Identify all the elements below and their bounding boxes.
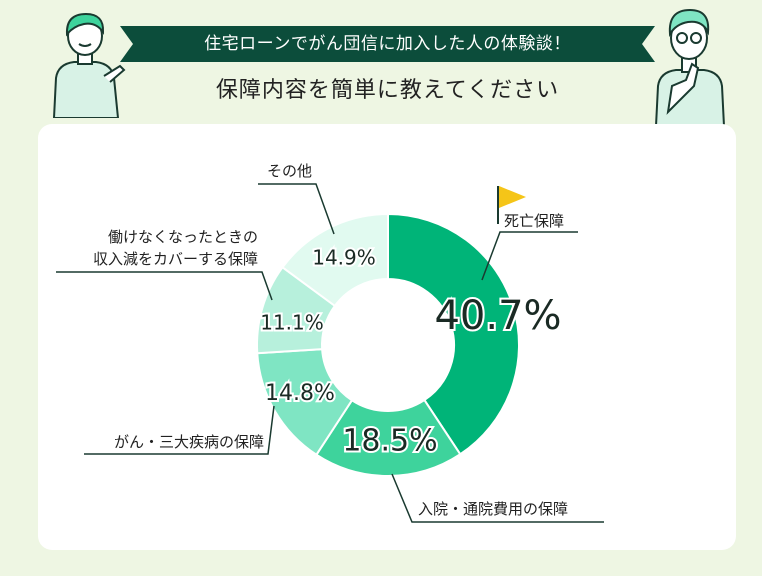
- leader-line: [481, 231, 578, 281]
- banner-title: 住宅ローンでがん団信に加入した人の体験談！: [204, 34, 571, 54]
- slice-category-label: その他: [267, 162, 312, 180]
- slice-value-label: 14.9%: [312, 246, 376, 270]
- person-right-illustration: [654, 8, 726, 126]
- slice-value-label: 14.8%: [265, 381, 335, 406]
- leader-line: [258, 183, 335, 235]
- pie-slice: [387, 212, 520, 456]
- slice-category-label: 入院・通院費用の保障: [418, 500, 568, 518]
- pie-slice: [281, 212, 389, 308]
- page-subtitle: 保障内容を簡単に教えてください: [215, 78, 560, 103]
- slice-value-label: 40.7%: [434, 293, 561, 339]
- slice-value-label: 11.1%: [260, 311, 324, 335]
- flag-icon: [497, 186, 526, 224]
- slice-category-label: 死亡保障: [504, 212, 564, 230]
- chart-card: [38, 124, 736, 550]
- person-left-illustration: [52, 12, 126, 118]
- title-banner: [120, 26, 655, 62]
- leader-line: [391, 473, 604, 523]
- leader-line: [56, 271, 273, 301]
- slice-category-label: 働けなくなったときの収入減をカバーする保障: [93, 228, 258, 268]
- slice-category-label: がん・三大疾病の保障: [114, 433, 264, 451]
- leader-line: [84, 405, 275, 455]
- slice-value-label: 18.5%: [342, 424, 437, 459]
